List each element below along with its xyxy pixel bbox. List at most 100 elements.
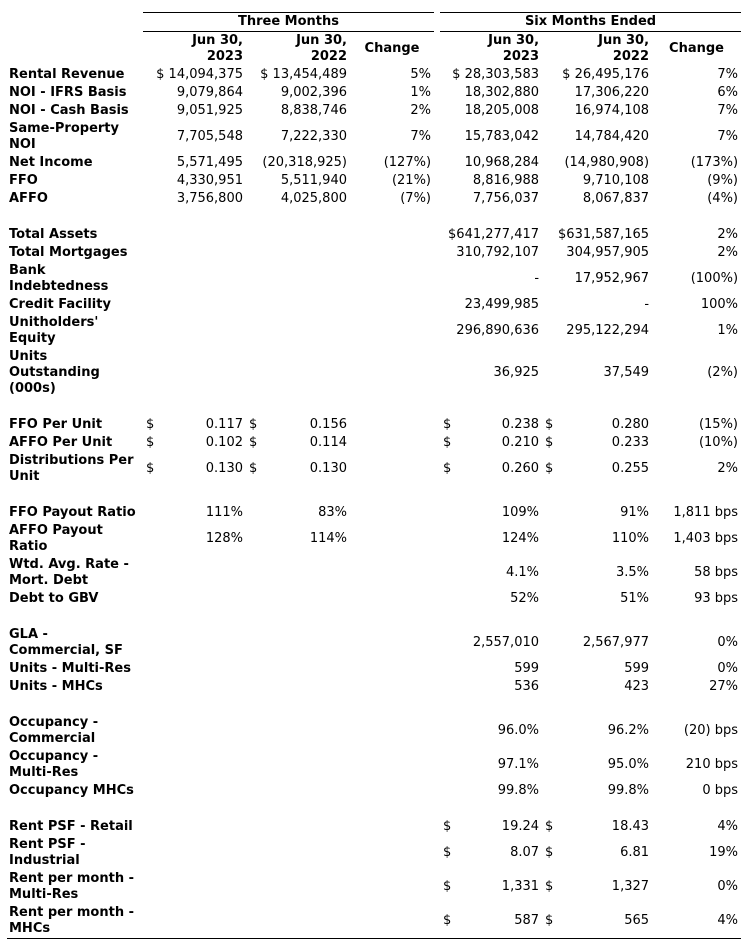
column-header: Jun 30, 2022 [246, 32, 350, 67]
amount: 0.117 [205, 417, 243, 432]
value-cell: 96.2% [607, 723, 650, 738]
data-row: Units - MHCs 536 423 27% [7, 678, 741, 696]
value-cell: 2% [410, 103, 432, 118]
row-label: Unitholders' Equity [9, 315, 99, 346]
value-cell: 15,783,042 [464, 129, 540, 144]
value-cell: 1% [717, 323, 739, 338]
value-cell [350, 556, 434, 590]
value-cell [246, 748, 350, 782]
value-cell: $0.255 [542, 452, 652, 486]
amount: 0.280 [611, 417, 650, 432]
column-header-line: 2022 [310, 49, 347, 64]
value-cell: - [644, 297, 650, 312]
value-cell [350, 434, 434, 452]
value-cell: $0.130 [143, 452, 246, 486]
data-row: NOI - IFRS Basis 9,079,864 9,002,396 1% 18,3… [7, 84, 741, 102]
row-label: AFFO [9, 191, 48, 206]
value-cell: $565 [542, 904, 653, 939]
value-cell: - [534, 271, 540, 286]
section-gap [7, 696, 741, 714]
corner-cell [7, 13, 143, 32]
column-header-line: Jun 30, [296, 33, 347, 48]
data-row: AFFO Per Unit $0.102 $0.114 $0.210 $0.233 (10… [7, 434, 741, 452]
row-label: FFO Payout Ratio [9, 505, 136, 520]
value-cell [350, 870, 434, 904]
data-row: Distributions Per Unit $0.130 $0.130 $0.260… [7, 452, 741, 486]
value-cell: 8,838,746 [280, 103, 347, 118]
amount: 1,327 [611, 879, 650, 894]
value-cell: $641,277,417 [448, 227, 540, 242]
value-cell: 83% [318, 505, 347, 520]
section-gap [7, 486, 741, 504]
value-cell: (21%) [391, 173, 432, 188]
column-header: Jun 30, 2022 [542, 32, 652, 67]
currency-symbol: $ [249, 461, 258, 476]
value-cell [143, 714, 246, 748]
currency-symbol: $ [249, 417, 258, 432]
amount: 587 [514, 913, 540, 928]
gap-cell [7, 486, 741, 504]
value-cell [350, 590, 434, 608]
value-cell: 9,079,864 [176, 85, 243, 100]
amount: 0.130 [309, 461, 347, 476]
results-table: Three Months Six Months Ended Jun 30, 2023 J… [7, 12, 742, 939]
section-gap [7, 608, 741, 626]
row-label: Distributions Per Unit [9, 453, 134, 484]
value-cell: $ 26,495,176 [562, 67, 650, 82]
amount: 6.81 [620, 845, 650, 860]
group-header: Three Months [143, 12, 435, 32]
value-cell: 0% [717, 661, 739, 676]
value-cell: $ 13,454,489 [260, 67, 347, 82]
value-cell: 3.5% [615, 565, 650, 580]
value-cell [350, 836, 434, 870]
value-cell [350, 748, 434, 782]
gap-cell [7, 398, 741, 416]
value-cell [246, 626, 350, 660]
amount: 0.255 [611, 461, 650, 476]
value-cell: 2% [717, 461, 739, 476]
value-cell [246, 678, 350, 696]
value-cell: 4% [717, 819, 739, 834]
row-label: Net Income [9, 155, 93, 170]
data-row: FFO 4,330,951 5,511,940 (21%) 8,816,988 9,710… [7, 172, 741, 190]
data-row: FFO Payout Ratio 111% 83% 109% 91% 1,811 bps [7, 504, 741, 522]
value-cell [246, 314, 350, 348]
value-cell: 310,792,107 [456, 245, 540, 260]
value-cell: $1,331 [440, 870, 542, 904]
data-row: Total Mortgages 310,792,107 304,957,905 2% [7, 244, 741, 262]
value-cell: 2,557,010 [472, 635, 540, 650]
value-cell: 16,974,108 [574, 103, 650, 118]
row-label: Units Outstanding (000s) [9, 349, 100, 396]
value-cell [246, 818, 350, 836]
value-cell: 58 bps [694, 565, 739, 580]
value-cell: 110% [611, 531, 650, 546]
value-cell [350, 314, 434, 348]
column-header-line: Jun 30, [192, 33, 243, 48]
row-label: NOI - IFRS Basis [9, 85, 127, 100]
currency-symbol: $ [249, 435, 258, 450]
value-cell [350, 504, 434, 522]
value-cell [246, 262, 350, 296]
value-cell: 6% [717, 85, 739, 100]
value-cell [350, 262, 434, 296]
value-cell: 95.0% [607, 757, 650, 772]
value-cell: 100% [700, 297, 739, 312]
value-cell: $18.43 [542, 818, 652, 836]
amount: 565 [624, 913, 650, 928]
value-cell: 296,890,636 [456, 323, 540, 338]
currency-symbol: $ [443, 913, 452, 928]
value-cell: (14,980,908) [564, 155, 650, 170]
row-label: Total Mortgages [9, 245, 128, 260]
value-cell: $19.24 [440, 818, 542, 836]
row-label: Rent per month - MHCs [7, 904, 143, 939]
value-cell [350, 660, 434, 678]
currency-symbol: $ [545, 845, 554, 860]
value-cell [246, 870, 350, 904]
value-cell: 9,710,108 [582, 173, 650, 188]
column-header-line: Change [669, 41, 724, 56]
value-cell: $0.233 [542, 434, 652, 452]
value-cell [350, 452, 434, 486]
currency-symbol: $ [146, 417, 155, 432]
amount: 0.156 [309, 417, 347, 432]
